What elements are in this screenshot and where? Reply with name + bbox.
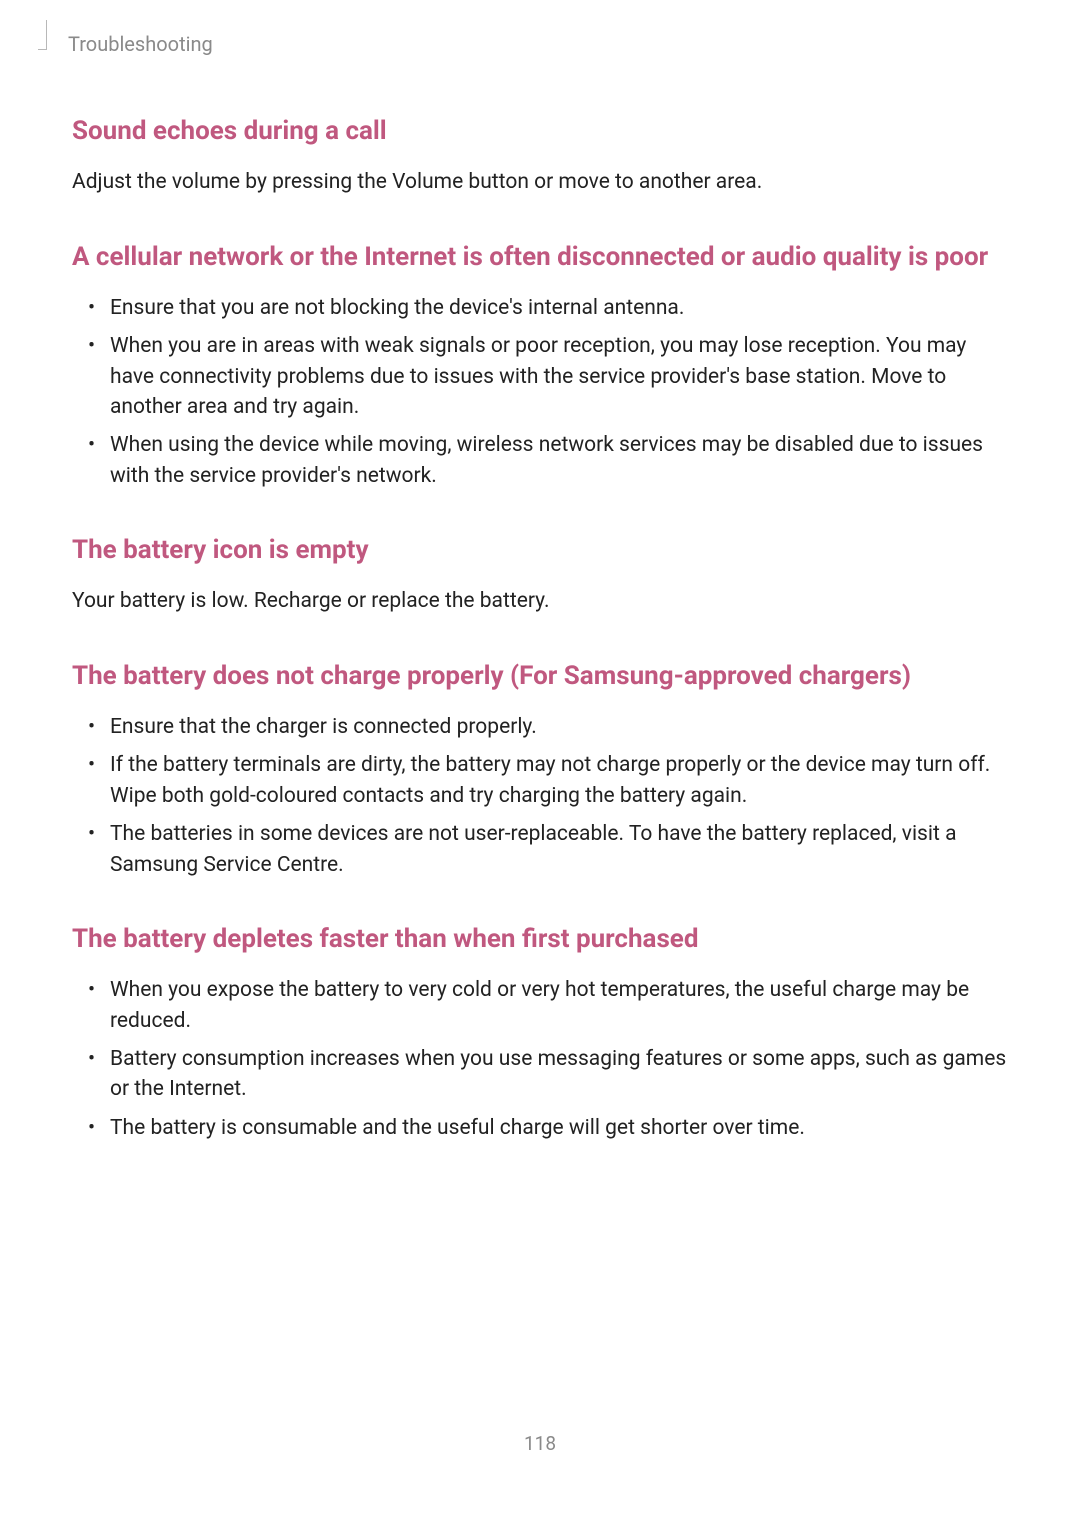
breadcrumb: Troubleshooting	[68, 32, 1008, 56]
section-body-battery-icon-empty: Your battery is low. Recharge or replace…	[72, 586, 1008, 616]
list-item: When you expose the battery to very cold…	[72, 975, 1008, 1036]
list-item: When using the device while moving, wire…	[72, 430, 1008, 491]
list-item: The batteries in some devices are not us…	[72, 819, 1008, 880]
bullet-list-cellular-network: Ensure that you are not blocking the dev…	[72, 293, 1008, 492]
section-heading-battery-not-charge: The battery does not charge properly (Fo…	[72, 659, 1008, 694]
list-item: Battery consumption increases when you u…	[72, 1044, 1008, 1105]
list-item: Ensure that the charger is connected pro…	[72, 712, 1008, 742]
list-item: Ensure that you are not blocking the dev…	[72, 293, 1008, 323]
list-item: If the battery terminals are dirty, the …	[72, 750, 1008, 811]
list-item: The battery is consumable and the useful…	[72, 1113, 1008, 1143]
page-number: 118	[524, 1432, 556, 1455]
list-item: When you are in areas with weak signals …	[72, 331, 1008, 422]
section-heading-battery-depletes: The battery depletes faster than when fi…	[72, 922, 1008, 957]
bullet-list-battery-depletes: When you expose the battery to very cold…	[72, 975, 1008, 1143]
bullet-list-battery-not-charge: Ensure that the charger is connected pro…	[72, 712, 1008, 880]
section-heading-sound-echoes: Sound echoes during a call	[72, 114, 1008, 149]
header-decoration-vertical	[46, 20, 47, 50]
section-heading-cellular-network: A cellular network or the Internet is of…	[72, 240, 1008, 275]
header-decoration-horizontal	[38, 49, 47, 50]
section-heading-battery-icon-empty: The battery icon is empty	[72, 533, 1008, 568]
section-body-sound-echoes: Adjust the volume by pressing the Volume…	[72, 167, 1008, 197]
